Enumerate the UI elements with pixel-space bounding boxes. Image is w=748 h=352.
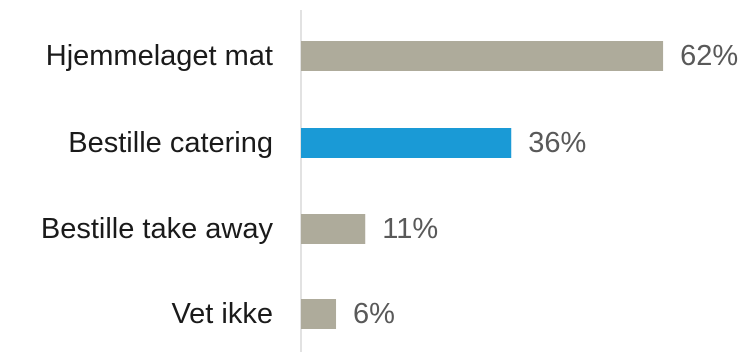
category-label-1: Bestille catering [68, 127, 273, 159]
bar-3 [301, 299, 337, 329]
value-label-1: 36% [528, 127, 586, 159]
category-label-2: Bestille take away [41, 213, 274, 245]
category-label-0: Hjemmelaget mat [46, 40, 273, 72]
value-label-3: 6% [353, 298, 395, 330]
value-labels-group: 62% 36% 11% 6% [353, 40, 738, 330]
value-label-0: 62% [680, 40, 738, 72]
bar-2 [301, 214, 366, 244]
bars-group [301, 41, 664, 329]
category-labels-group: Hjemmelaget mat Bestille catering Bestille… [41, 40, 274, 330]
bar-1 [301, 128, 512, 158]
value-label-2: 11% [382, 213, 438, 245]
category-label-3: Vet ikke [171, 298, 273, 330]
bar-0 [301, 41, 664, 71]
